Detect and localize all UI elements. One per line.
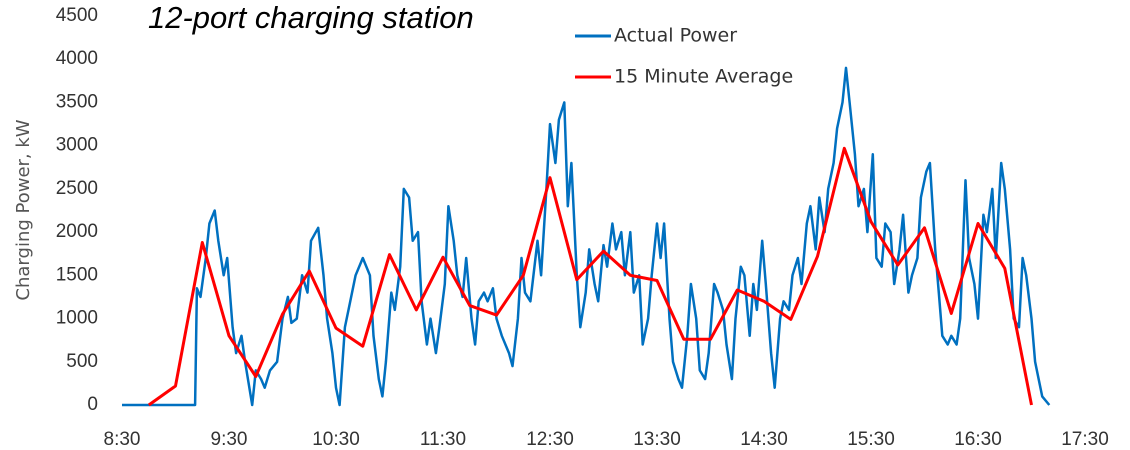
x-tick-label: 15:30: [847, 429, 895, 450]
y-tick-label: 3500: [56, 91, 98, 112]
x-tick-label: 8:30: [104, 429, 141, 450]
chart-title: 12-port charging station: [148, 0, 474, 35]
legend-label: 15 Minute Average: [614, 66, 793, 88]
y-tick-label: 1500: [56, 264, 98, 285]
y-tick-label: 1000: [56, 308, 98, 329]
series-line: [122, 66, 1051, 407]
x-tick-label: 10:30: [312, 429, 360, 450]
x-tick-label: 12:30: [526, 429, 574, 450]
y-tick-label: 0: [87, 394, 98, 415]
y-axis-label: Charging Power, kW: [13, 119, 34, 300]
y-tick-label: 2000: [56, 221, 98, 242]
legend-label: Actual Power: [614, 25, 737, 47]
x-tick-label: 16:30: [954, 429, 1002, 450]
x-tick-label: 9:30: [211, 429, 248, 450]
y-tick-label: 2500: [56, 178, 98, 199]
series-line: [147, 146, 1033, 407]
y-tick-label: 500: [66, 351, 98, 372]
x-tick-label: 17:30: [1061, 429, 1109, 450]
x-tick-label: 13:30: [633, 429, 681, 450]
x-tick-label: 11:30: [420, 429, 466, 450]
y-tick-label: 4000: [56, 48, 98, 69]
y-tick-label: 3000: [56, 135, 98, 156]
x-tick-label: 14:30: [740, 429, 788, 450]
y-tick-label: 4500: [56, 5, 98, 26]
